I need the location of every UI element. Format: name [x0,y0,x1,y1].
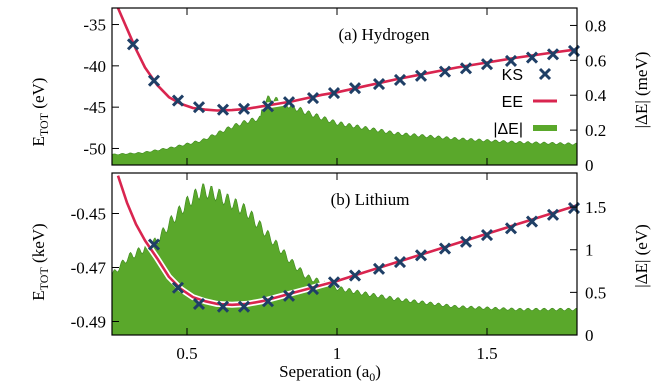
ks-point-a [372,77,386,91]
ks-point-b [306,283,320,296]
ks-point-b [504,222,518,235]
ytick-label-a: -40 [83,57,106,76]
ylabel-b: ETOT (keV) [29,223,51,300]
y2tick-label-a: 0.2 [585,121,606,140]
ks-point-b [261,295,275,308]
ks-point-a [306,92,320,105]
ytick-label-a: -50 [83,139,106,158]
y2tick-label-b: 1 [585,241,594,260]
y2tick-label-a: 0 [585,156,594,175]
y2tick-label-b: 1.5 [585,198,606,217]
y2tick-label-a: 0.4 [585,86,607,105]
ytick-label-b: -0.49 [71,313,106,332]
ks-point-b [393,256,407,269]
legend-ks-marker [538,67,552,81]
ks-point-b [348,269,362,282]
y2tick-label-a: 0.8 [585,16,606,35]
ks-point-b [480,229,494,242]
ks-point-a [171,94,185,107]
ks-point-b [327,276,341,289]
ks-point-a [525,51,539,64]
panel-lithium: -0.45 -0.47 -0.49 0 0.5 1 1.5 0.5 1 1.5 (b) Lithi… [29,172,651,384]
ylabel-a: ETOT (eV) [29,78,51,147]
ks-point-a [327,87,341,100]
ks-point-b [216,300,230,313]
xlabel: Seperation (a0) [279,362,381,384]
xtick-label: 1.5 [476,344,497,363]
ks-point-b [525,215,539,228]
ytick-label-a: -35 [83,16,106,35]
ks-point-b [438,242,452,255]
ks-point-a [348,82,362,95]
y2tick-label-a: 0.6 [585,51,606,70]
ks-point-a [414,69,428,82]
ks-point-a [438,65,452,78]
panel-title-a: (a) Hydrogen [338,25,430,44]
ks-point-a [393,73,407,86]
panel-title-b: (b) Lithium [331,190,410,209]
ks-point-a [546,48,560,61]
y2label-b: |ΔE| (eV) [632,224,651,288]
ks-point-b [147,238,161,251]
ks-point-a [237,102,251,115]
ytick-label-b: -0.47 [71,259,107,278]
ks-point-a [459,62,473,75]
ks-point-a [504,54,518,67]
y2label-a: |ΔE| (meV) [632,52,651,129]
xtick-label: 1 [333,344,342,363]
legend-ee-label: EE [502,94,523,111]
ks-point-b [192,297,206,311]
xtick-label: 0.5 [176,344,197,363]
ks-point-a [192,101,206,114]
ticks-b: -0.45 -0.47 -0.49 0 0.5 1 1.5 0.5 1 1.5 [71,173,606,363]
delta-area-b [111,183,578,336]
frame-a [111,7,578,166]
delta-bars-b [111,183,578,336]
panel-hydrogen: -35 -40 -45 -50 0 0.2 0.4 0.6 0.8 (a) Hydrogen E… [29,6,651,175]
ks-point-b [237,300,251,313]
ks-point-b [171,281,185,294]
legend-delta-swatch [533,125,557,131]
legend: KS EE |ΔE| [493,67,557,138]
ytick-label-a: -45 [83,98,106,117]
curves-a [115,6,581,116]
frame-b [111,172,578,336]
ks-point-b [546,208,560,221]
y2tick-label-b: 0.5 [585,283,606,302]
ks-point-b [282,289,296,302]
ks-point-b [372,262,386,275]
legend-ks-label: KS [502,67,523,84]
delta-bars-a [111,95,578,166]
ks-point-a [480,58,494,71]
ks-point-b [414,249,428,262]
curves-b [115,174,581,313]
ticks-a: -35 -40 -45 -50 0 0.2 0.4 0.6 0.8 [83,8,607,175]
ks-point-a [147,74,161,87]
ytick-label-b: -0.45 [71,205,106,224]
legend-delta-label: |ΔE| [493,121,523,138]
ks-point-a [261,100,275,113]
ks-point-a [126,38,140,51]
delta-area-a [111,95,578,166]
ks-point-a [282,96,296,109]
ks-point-b [459,235,473,248]
ks-point-a [216,103,230,116]
y2tick-label-b: 0 [585,326,594,345]
